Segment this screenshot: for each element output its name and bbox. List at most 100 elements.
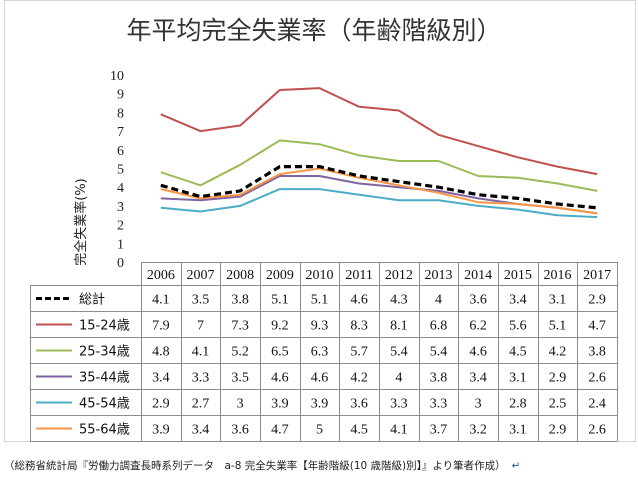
table-cell: 2.5 [549,397,567,412]
table-cell: 4.5 [509,345,527,360]
table-row-label: 45-54歳 [79,397,130,412]
table-cell: 3.3 [390,397,408,412]
table-cell: 4.6 [311,371,329,386]
table-cell: 3.5 [231,371,249,386]
table-cell: 5.1 [549,319,567,334]
y-tick-label: 10 [110,69,124,84]
y-axis-ticks: 0 1 2 3 4 5 6 7 8 9 10 [110,69,124,271]
table-row-label: 総計 [79,292,105,308]
series-line [160,167,598,215]
table-cell: 3.2 [469,423,487,438]
table-cell: 4 [435,293,442,308]
table-row: 25-34歳 4.8 4.1 5.2 6.5 6.3 5.7 5.4 5.4 4.6 4.5 4.2 3… [36,345,606,360]
table-cell: 4.7 [588,319,606,334]
table-cell: 2.9 [549,423,567,438]
table-cell: 9.3 [311,319,329,334]
table-cell: 2.9 [152,397,170,412]
y-tick-label: 8 [117,106,124,121]
table-row: 総計 4.1 3.5 3.8 5.1 5.1 4.6 4.3 4 3.6 3.4 3.1 2.9 [36,292,606,308]
table-cell: 3.8 [588,345,606,360]
table-cell: 8.1 [390,319,408,334]
table-cell: 2.6 [588,423,606,438]
table-cell: 4.8 [152,345,170,360]
table-cell: 3.9 [271,397,289,412]
y-tick-label: 1 [117,237,124,252]
return-mark-icon: ↵ [511,460,521,472]
table-cell: 4.1 [152,293,170,308]
table-cell: 7 [197,319,204,334]
table-cell: 4.7 [271,423,289,438]
table-cell: 4.3 [390,293,408,308]
table-cell: 5.7 [350,345,368,360]
table-cell: 5.1 [271,293,289,308]
y-tick-label: 7 [117,125,124,140]
table-cell: 6.5 [271,345,289,360]
y-tick-label: 3 [117,200,124,215]
chart-title: 年平均完全失業率（年齢階級別） [126,16,502,45]
series-line [160,87,598,176]
y-tick-label: 9 [117,88,124,103]
table-row-label: 55-64歳 [79,423,130,438]
table-cell: 3.4 [509,293,527,308]
table-year-header: 2009 [266,268,294,283]
table-cell: 3.7 [430,423,448,438]
data-table-grid [30,262,618,442]
table-cell: 2.9 [588,293,606,308]
table-cell: 3.4 [152,371,170,386]
table-cell: 3.5 [192,293,210,308]
table-cell: 3.1 [549,293,567,308]
table-cell: 5.6 [509,319,527,334]
table-cell: 8.3 [350,319,368,334]
y-tick-label: 0 [117,256,124,271]
table-cell: 3.8 [430,371,448,386]
table-cell: 2.4 [588,397,606,412]
y-tick-label: 2 [117,219,124,234]
table-row-label: 35-44歳 [79,371,130,386]
table-cell: 3.6 [231,423,249,438]
series-line [160,139,598,192]
table-cell: 2.9 [549,371,567,386]
table-row: 55-64歳 3.9 3.4 3.6 4.7 5 4.5 4.1 3.7 3.2 3.1 2.9 2.6 [36,423,606,438]
series-line [160,188,598,219]
table-cell: 3.4 [469,371,487,386]
series-line [160,165,598,210]
table-year-header: 2007 [187,268,215,283]
table-cell: 6.2 [469,319,487,334]
table-cell: 3.1 [509,423,527,438]
table-cell: 4.5 [350,423,368,438]
series-lines [160,87,598,219]
source-footnote: （総務省統計局『労働力調査長時系列データ a-8 完全失業率【年齢階級(10 歳… [4,458,520,473]
table-cell: 9.2 [271,319,289,334]
table-year-header: 2017 [583,268,611,283]
table-cell: 2.8 [509,397,527,412]
table-cell: 3.8 [231,293,249,308]
table-cell: 4.2 [350,371,368,386]
table-year-header: 2013 [425,268,453,283]
table-cell: 4.6 [350,293,368,308]
table-cell: 2.6 [588,371,606,386]
table-cell: 3.3 [192,371,210,386]
table-row: 45-54歳 2.9 2.7 3 3.9 3.9 3.6 3.3 3.3 3 2.8 2.5 2.4 [36,397,606,412]
table-cell: 4 [395,371,402,386]
table-year-header: 2012 [385,268,413,283]
table-cell: 5.2 [231,345,249,360]
table-cell: 3.9 [152,423,170,438]
table-cell: 4.2 [549,345,567,360]
table-year-header: 2014 [464,268,492,283]
table-cell: 7.3 [231,319,249,334]
table-cell: 3.6 [469,293,487,308]
table-row: 35-44歳 3.4 3.3 3.5 4.6 4.6 4.2 4 3.8 3.4 3.1 2.9 2.6 [36,371,606,386]
table-row: 15-24歳 7.9 7 7.3 9.2 9.3 8.3 8.1 6.8 6.2 5.6 5.1 4.7 [36,319,606,334]
table-cell: 3 [237,397,244,412]
table-year-header: 2010 [306,268,334,283]
table-row-label: 15-24歳 [79,319,130,334]
table-cell: 5.4 [430,345,448,360]
table-cell: 5.1 [311,293,329,308]
table-cell: 3.9 [311,397,329,412]
table-cell: 3.4 [192,423,210,438]
table-cell: 3.3 [430,397,448,412]
source-footnote-text: （総務省統計局『労働力調査長時系列データ a-8 完全失業率【年齢階級(10 歳… [4,460,506,472]
table-cell: 6.8 [430,319,448,334]
table-cell: 4.1 [390,423,408,438]
table-year-header: 2006 [147,268,175,283]
